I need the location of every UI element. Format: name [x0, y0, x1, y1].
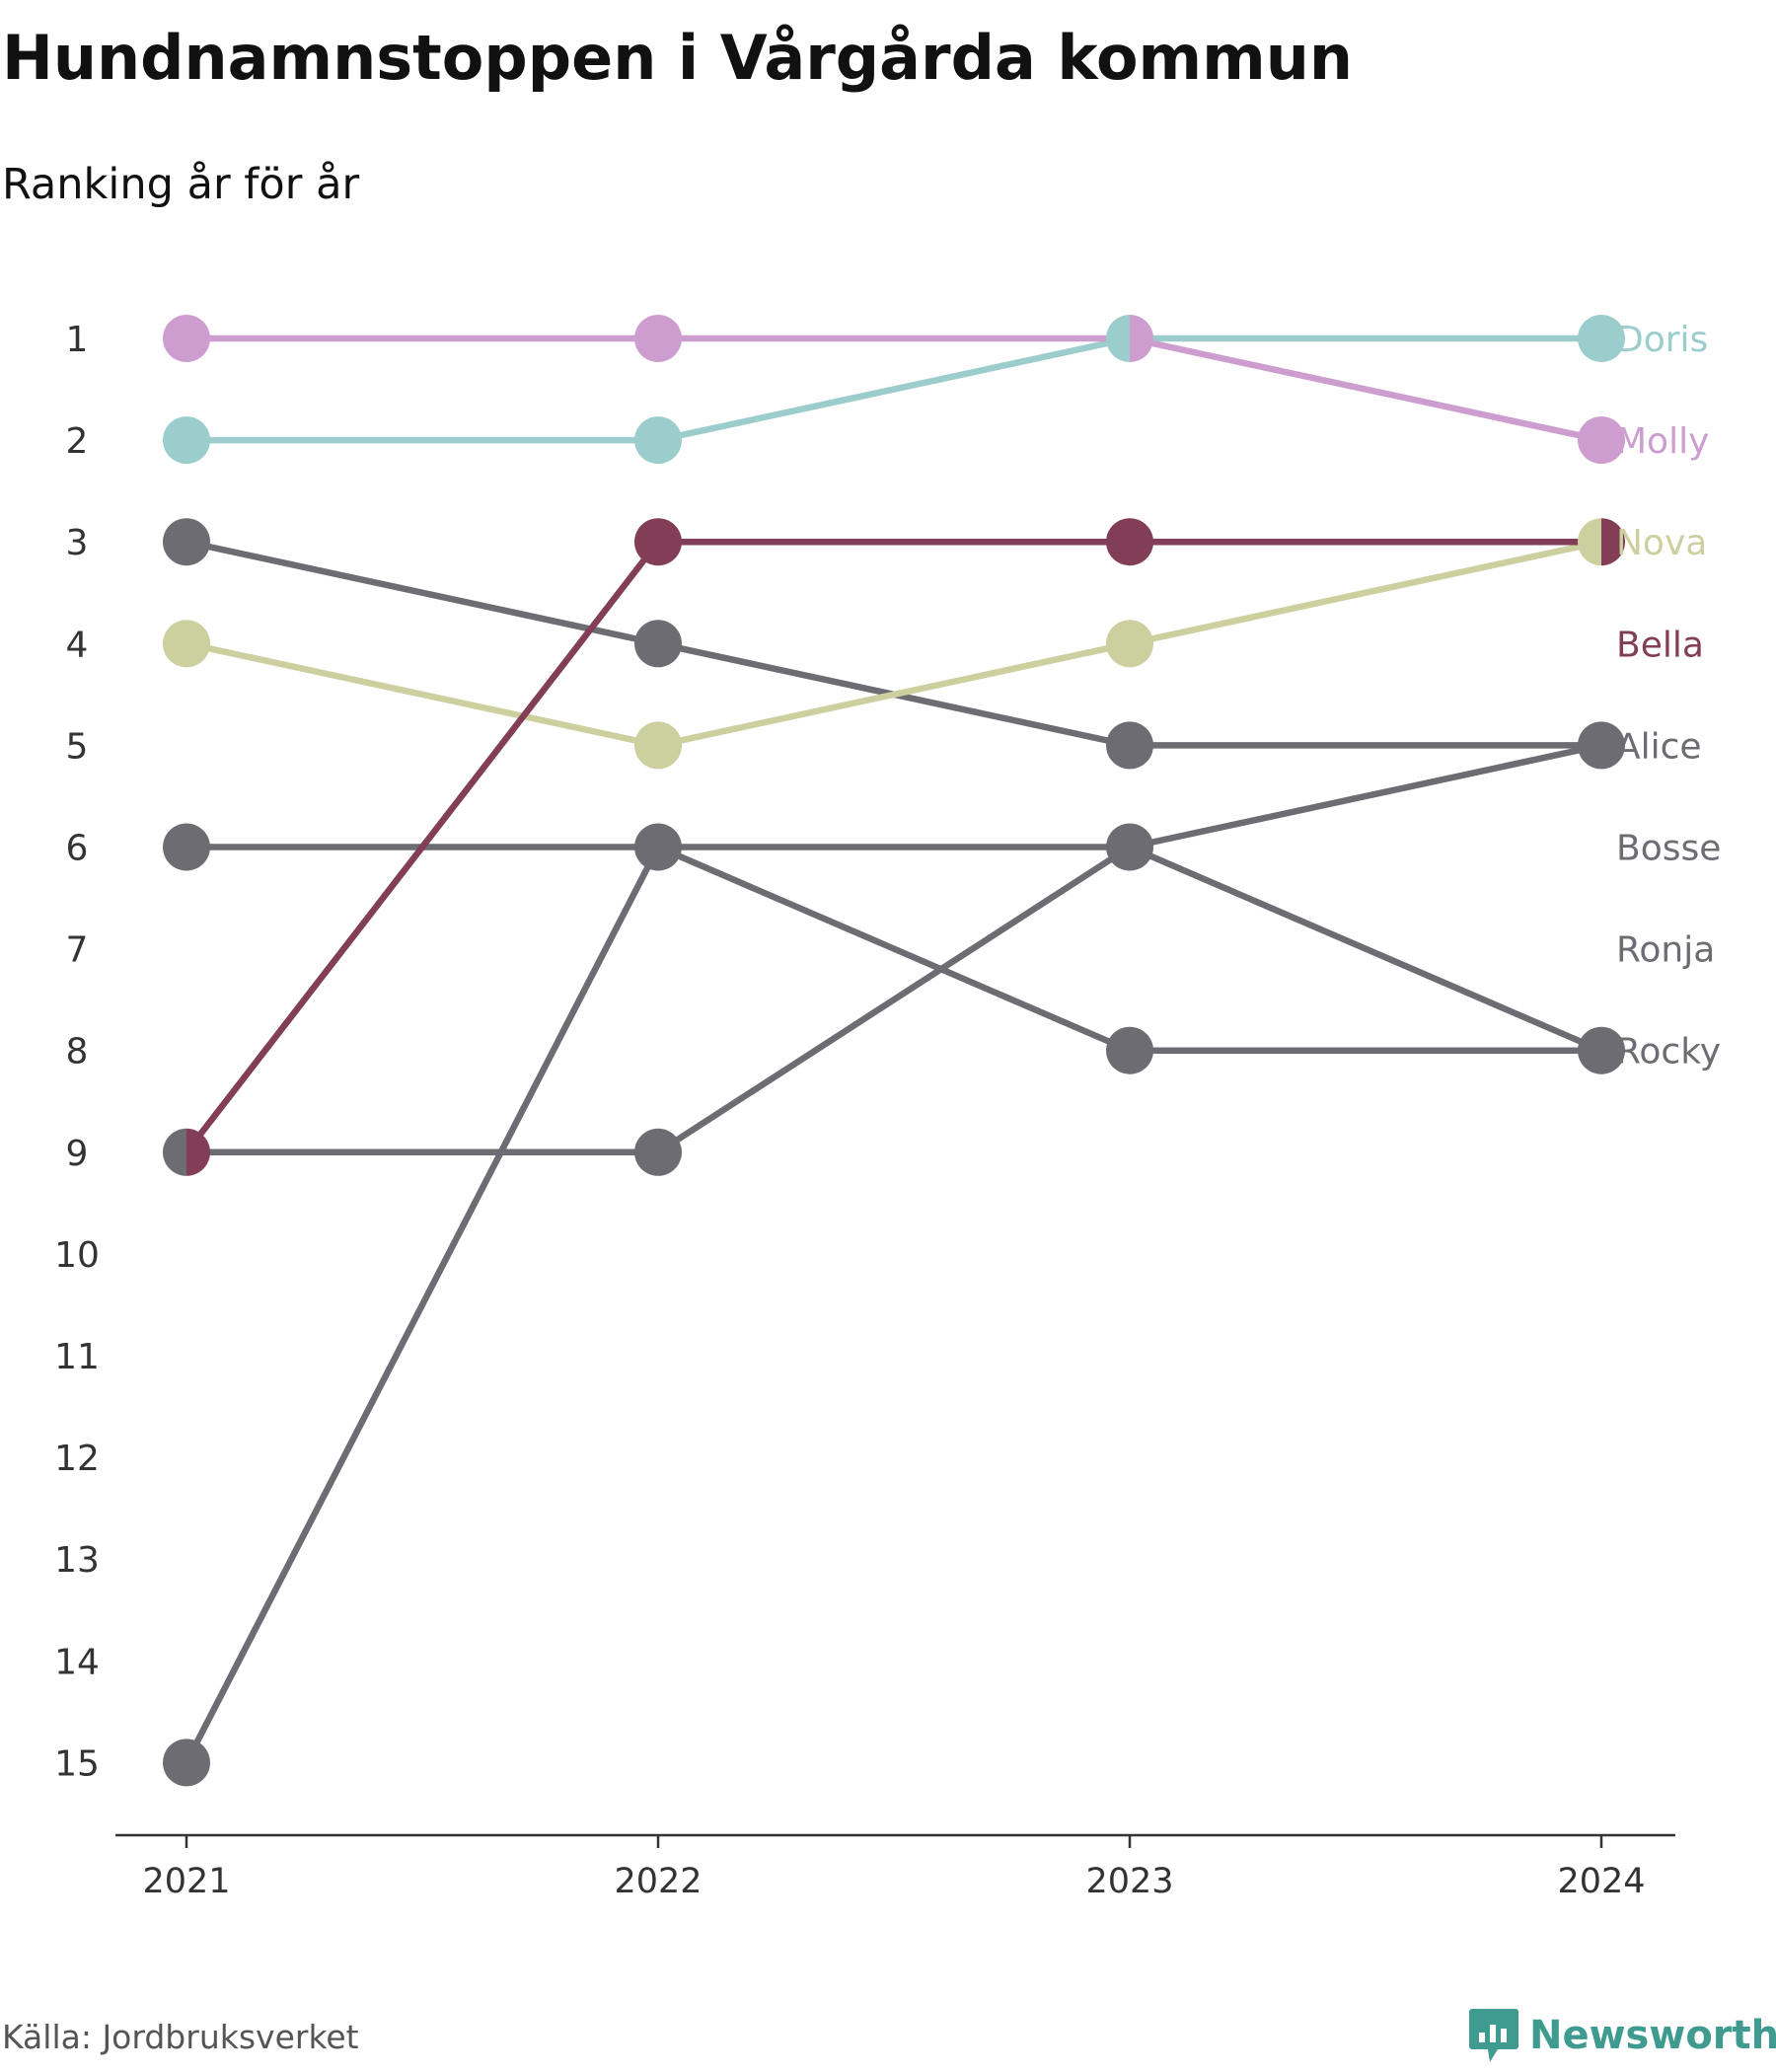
point-molly-2024 — [1578, 416, 1625, 465]
end-labels: Doris Molly Nova Bella Alice Bosse Ronja Rocky — [1616, 320, 1721, 1073]
point-rocky-2022 — [634, 1128, 682, 1176]
end-label-nova: Nova — [1616, 523, 1707, 563]
y-tick-label-4: 4 — [66, 625, 89, 665]
point-bosse-2023 — [1106, 1026, 1153, 1074]
end-label-doris: Doris — [1616, 320, 1708, 360]
chart-subtitle: Ranking år för år — [2, 160, 360, 209]
series-line-nova — [183, 538, 1605, 749]
point-molly-2022 — [634, 315, 682, 362]
point-bella-2021 — [186, 1128, 210, 1176]
end-label-molly: Molly — [1616, 421, 1709, 462]
point-ronja-2023 — [1106, 823, 1130, 871]
series-line-rocky — [183, 742, 1605, 1156]
point-molly-2023 — [1130, 315, 1153, 362]
point-ronja-2021 — [163, 1739, 210, 1787]
y-tick-label-8: 8 — [66, 1032, 89, 1073]
y-tick-label-1: 1 — [66, 320, 89, 360]
series-line-ronja — [183, 844, 1605, 1766]
point-rocky-2023 — [1130, 823, 1153, 871]
point-ronja-2024 — [1601, 1026, 1625, 1074]
point-alice-2023 — [1106, 721, 1153, 770]
x-tick-label-2021: 2021 — [142, 1862, 230, 1901]
point-nova-2024 — [1578, 518, 1601, 566]
point-ronja-2022 — [658, 823, 682, 871]
end-label-rocky: Rocky — [1616, 1032, 1721, 1073]
x-tick-label-2024: 2024 — [1557, 1862, 1645, 1901]
series-line-bella — [183, 538, 1605, 1156]
point-doris-2023 — [1106, 315, 1130, 362]
y-tick-label-14: 14 — [54, 1642, 100, 1682]
x-tick-label-2023: 2023 — [1085, 1862, 1173, 1901]
brand-logo: Newsworthy — [1468, 2007, 1776, 2064]
point-bella-2022 — [634, 518, 682, 566]
point-bella-2023 — [1106, 518, 1153, 566]
y-tick-label-7: 7 — [66, 930, 89, 971]
source-note: Källa: Jordbruksverket — [2, 2018, 359, 2056]
y-tick-label-2: 2 — [66, 421, 89, 462]
y-tick-label-9: 9 — [66, 1134, 89, 1174]
end-label-bella: Bella — [1616, 625, 1704, 665]
series-line-doris — [183, 334, 1605, 444]
y-tick-label-6: 6 — [66, 829, 89, 869]
y-tick-label-10: 10 — [54, 1235, 100, 1276]
point-rocky-2021 — [163, 1128, 186, 1176]
y-tick-label-11: 11 — [54, 1337, 100, 1377]
series-points — [163, 315, 1625, 1787]
y-tick-label-5: 5 — [66, 726, 89, 767]
end-label-ronja: Ronja — [1616, 930, 1715, 971]
y-tick-label-13: 13 — [54, 1540, 100, 1581]
chart-bubble-icon — [1469, 2009, 1518, 2062]
point-doris-2022 — [634, 416, 682, 465]
series-lines — [183, 334, 1605, 1766]
y-tick-label-12: 12 — [54, 1439, 100, 1479]
end-label-alice: Alice — [1616, 726, 1702, 767]
point-rocky-2024 — [1601, 721, 1625, 770]
x-tick-label-2022: 2022 — [614, 1862, 702, 1901]
point-alice-2021 — [163, 518, 210, 566]
y-tick-label-3: 3 — [66, 523, 89, 563]
series-line-alice — [183, 538, 1605, 749]
point-nova-2022 — [634, 721, 682, 770]
point-alice-2022 — [634, 620, 682, 668]
y-tick-label-15: 15 — [54, 1743, 100, 1784]
chart-title: Hundnamnstoppen i Vårgårda kommun — [2, 22, 1354, 94]
point-molly-2021 — [163, 315, 210, 362]
point-nova-2021 — [163, 620, 210, 668]
series-line-molly — [183, 334, 1605, 444]
point-doris-2021 — [163, 416, 210, 465]
point-alice-2024 — [1578, 721, 1601, 770]
point-bella-2024 — [1601, 518, 1625, 566]
x-axis: 2021 2022 2023 2024 — [115, 1833, 1675, 1901]
end-label-bosse: Bosse — [1616, 829, 1721, 869]
point-nova-2023 — [1106, 620, 1153, 668]
point-doris-2024 — [1578, 315, 1625, 362]
point-bosse-2022 — [634, 823, 658, 871]
brand-name: Newsworthy — [1529, 2013, 1776, 2058]
point-bosse-2024 — [1578, 1026, 1601, 1074]
point-bosse-2021 — [163, 823, 210, 871]
